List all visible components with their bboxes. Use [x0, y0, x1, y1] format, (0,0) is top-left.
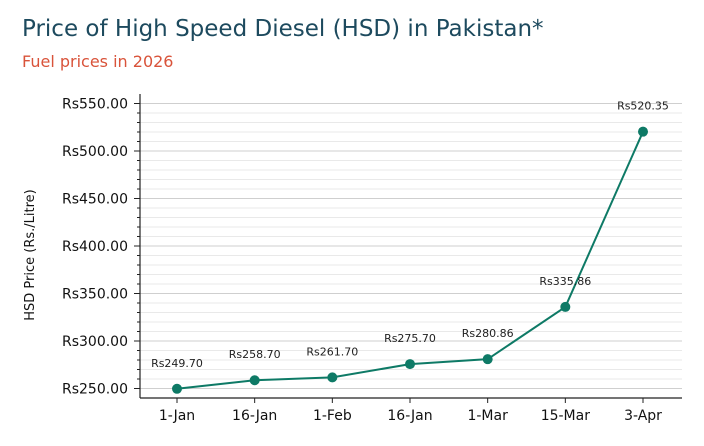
data-label: Rs275.70: [384, 332, 436, 345]
chart-subtitle: Fuel prices in 2026: [22, 52, 174, 71]
y-tick-label: Rs400.00: [62, 239, 128, 255]
x-tick-label: 16-Jan: [232, 408, 277, 424]
x-tick-label: 1-Feb: [313, 408, 352, 424]
data-point: [560, 301, 571, 312]
x-tick-label: 15-Mar: [541, 408, 591, 424]
x-tick-label: 16-Jan: [387, 408, 432, 424]
data-label: Rs280.86: [462, 327, 514, 340]
y-tick-label: Rs250.00: [62, 382, 128, 398]
x-tick-label: 1-Jan: [159, 408, 195, 424]
y-tick-label: Rs450.00: [62, 192, 128, 208]
x-tick-label: 1-Mar: [467, 408, 508, 424]
series-line-group: [172, 126, 648, 394]
data-point: [405, 359, 415, 370]
data-point: [638, 126, 648, 137]
y-axis-label: HSD Price (Rs./Litre): [23, 189, 38, 321]
data-label: Rs249.70: [151, 357, 203, 370]
chart-title: Price of High Speed Diesel (HSD) in Paki…: [22, 16, 544, 42]
y-axis-ticks: Rs250.00 Rs300.00 Rs350.00 Rs400.00 Rs450.00…: [62, 97, 140, 398]
x-axis-ticks: 1-Jan 16-Jan 1-Feb 16-Jan 1-Mar 15-Mar 3-Apr: [159, 398, 662, 424]
data-point: [482, 354, 493, 365]
data-point: [327, 372, 338, 383]
data-label: Rs520.35: [617, 100, 669, 113]
data-point: [249, 375, 260, 386]
x-tick-label: 3-Apr: [624, 408, 662, 424]
data-label: Rs335.86: [539, 275, 591, 288]
data-labels: Rs249.70 Rs258.70 Rs261.70 Rs275.70 Rs280.86…: [151, 100, 669, 370]
y-tick-label: Rs550.00: [62, 97, 128, 113]
y-tick-label: Rs500.00: [62, 144, 128, 160]
data-point: [172, 383, 182, 394]
y-tick-label: Rs300.00: [62, 334, 128, 350]
gridlines: [140, 103, 682, 389]
data-label: Rs261.70: [306, 345, 358, 358]
data-label: Rs258.70: [229, 348, 281, 361]
y-tick-label: Rs350.00: [62, 287, 128, 303]
